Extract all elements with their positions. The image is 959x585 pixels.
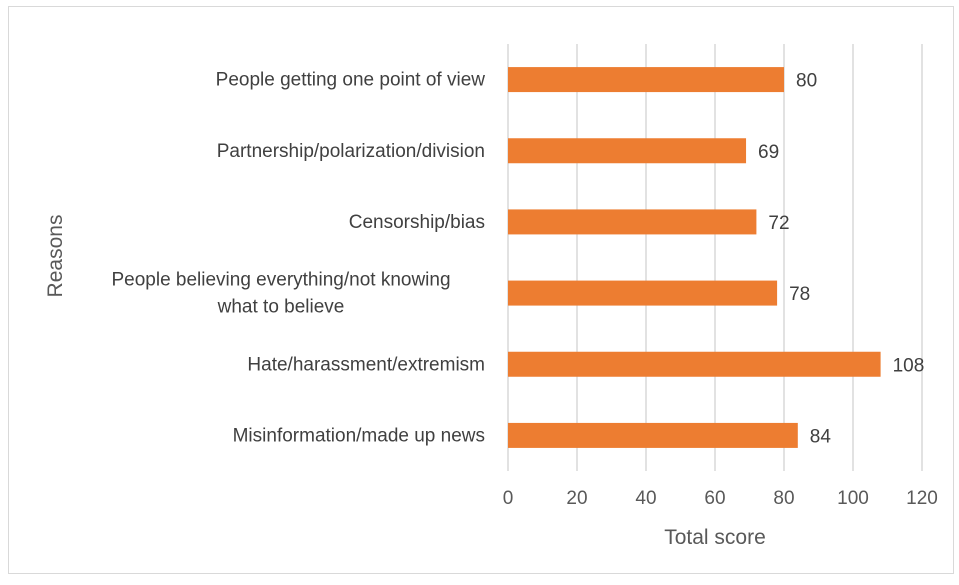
category-label: People getting one point of view [216, 70, 486, 91]
bar [508, 209, 757, 235]
category-label: People believing everything/not knowing w… [111, 270, 450, 318]
x-tick-label: 80 [773, 488, 794, 509]
bar [508, 67, 784, 93]
data-label: 72 [768, 213, 789, 234]
category-labels: People getting one point of view Partners… [111, 70, 485, 447]
bar [508, 138, 747, 164]
data-label: 69 [758, 142, 779, 163]
x-axis-title: Total score [664, 526, 766, 549]
data-label: 80 [796, 71, 817, 92]
data-label: 78 [789, 284, 810, 305]
category-label: Hate/harassment/extremism [247, 354, 485, 375]
y-axis-title: Reasons [44, 215, 67, 298]
gridlines [507, 44, 923, 471]
data-label: 84 [810, 426, 832, 447]
x-tick-label: 60 [704, 488, 725, 509]
category-label: Partnership/polarization/division [217, 141, 485, 162]
bar [508, 351, 881, 377]
category-label: Censorship/bias [349, 212, 485, 233]
bar [508, 280, 778, 306]
x-tick-label: 40 [635, 488, 656, 509]
chart-container: People getting one point of view Partners… [8, 6, 954, 574]
category-label: Misinformation/made up news [233, 425, 485, 446]
data-label: 108 [893, 355, 925, 376]
x-tick-label: 0 [503, 488, 514, 509]
x-tick-label: 100 [837, 488, 869, 509]
bar [508, 422, 798, 448]
x-tick-labels: 0 20 40 60 80 100 120 [503, 488, 938, 509]
bars [508, 67, 881, 448]
bar-chart: People getting one point of view Partners… [44, 44, 938, 549]
x-tick-label: 120 [906, 488, 938, 509]
x-tick-label: 20 [566, 488, 587, 509]
data-labels: 80 69 72 78 108 84 [758, 71, 924, 448]
